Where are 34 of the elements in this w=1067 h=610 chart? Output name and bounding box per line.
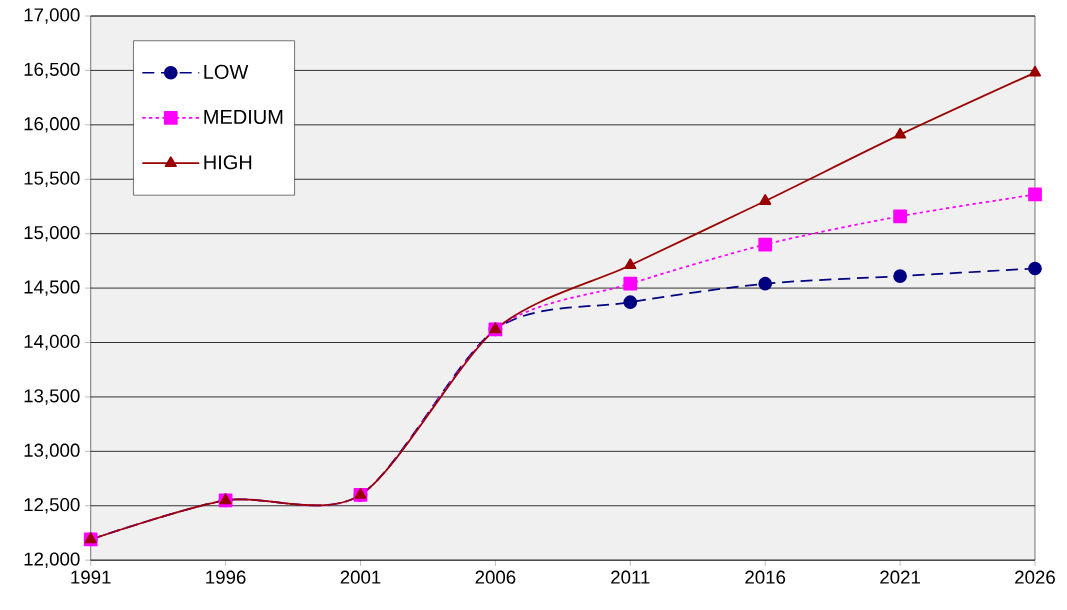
point (894, 127, 907, 139)
point (623, 295, 638, 310)
x-tick-label: 2026 (1015, 570, 1055, 584)
y-tick-label: 15,000 (24, 225, 80, 242)
y-tick-label: 16,000 (24, 117, 80, 133)
y-tick-label: 13,000 (24, 443, 80, 459)
x-tick-label: 1991 (71, 570, 111, 584)
y-tick-label: 13,500 (24, 389, 80, 405)
point (1028, 65, 1042, 77)
point (893, 269, 907, 283)
point (759, 194, 772, 205)
y-tick-label: 14,000 (24, 334, 80, 351)
y-tick-label: 17,000 (24, 8, 80, 24)
legend-label: HIGH (204, 155, 252, 170)
point (893, 209, 907, 224)
x-tick-label: 2016 (745, 570, 786, 584)
point (758, 276, 773, 291)
point (623, 276, 638, 291)
point (1028, 187, 1042, 202)
point (758, 237, 773, 252)
y-tick-label: 12,500 (24, 497, 80, 514)
point (1028, 261, 1042, 276)
legend-label: LOW (204, 64, 249, 79)
y-tick-label: 15,500 (24, 171, 80, 187)
x-tick-label: 1996 (206, 570, 246, 584)
point (624, 258, 637, 270)
y-tick-label: 16,500 (24, 62, 80, 79)
y-tick-label: 14,500 (24, 280, 80, 296)
legend-label: MEDIUM (204, 109, 283, 124)
x-tick-label: 2006 (475, 570, 516, 584)
x-tick-label: 2011 (611, 570, 650, 584)
y-tick-label: 12,000 (24, 552, 80, 568)
x-tick-label: 2021 (880, 570, 920, 584)
x-tick-label: 2001 (340, 570, 381, 584)
